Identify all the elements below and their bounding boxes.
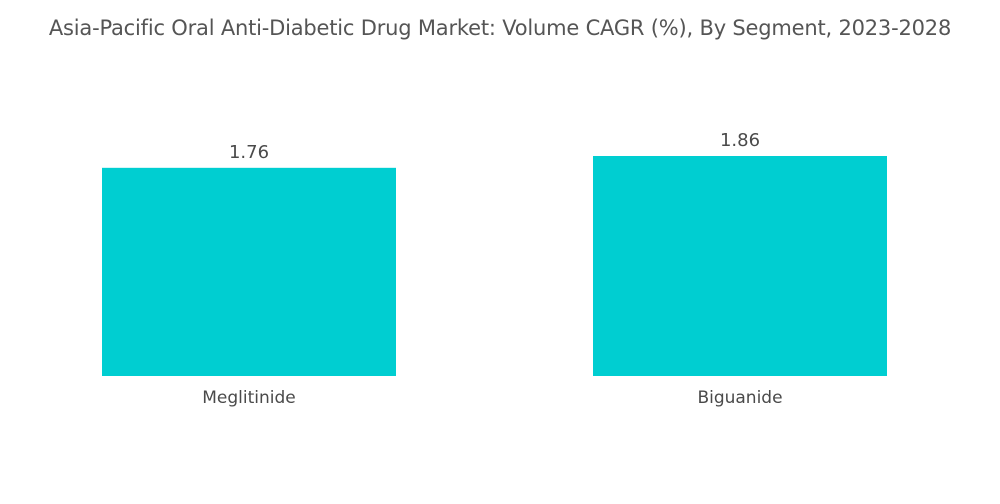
bar-biguanide <box>593 156 887 376</box>
data-label-biguanide: 1.86 <box>720 130 760 151</box>
category-label-meglitinide: Meglitinide <box>202 388 296 408</box>
data-label-meglitinide: 1.76 <box>229 142 269 163</box>
category-label-biguanide: Biguanide <box>697 388 782 408</box>
bar-meglitinide <box>102 167 396 376</box>
chart-title: Asia-Pacific Oral Anti-Diabetic Drug Mar… <box>48 16 952 40</box>
